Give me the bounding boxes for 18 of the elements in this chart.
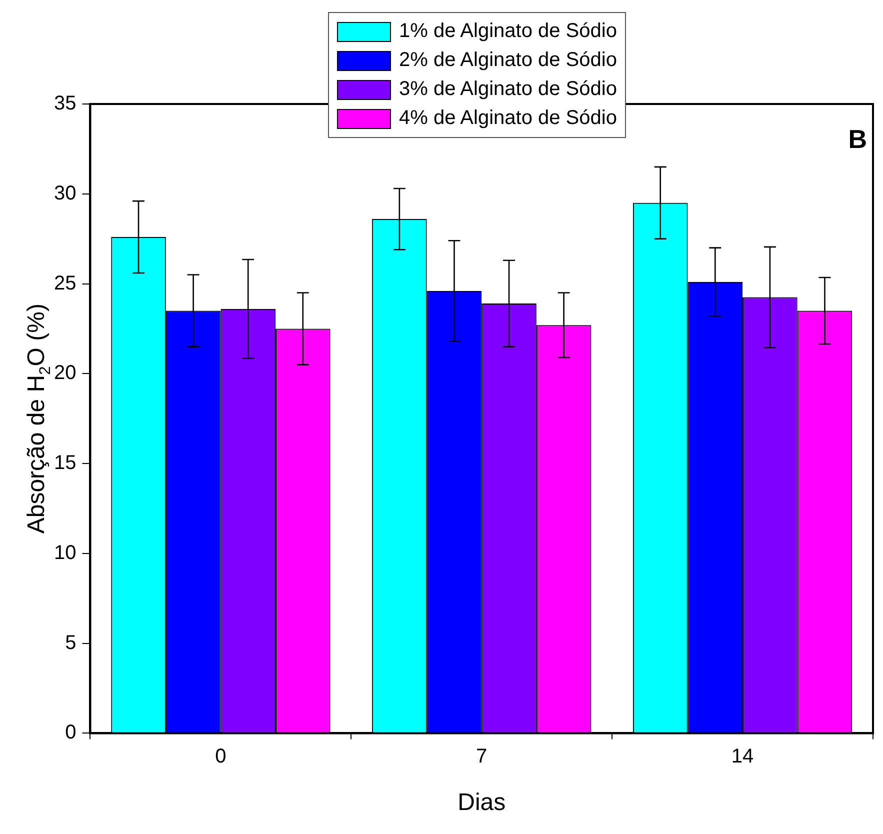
y-tick-label: 10	[54, 542, 76, 564]
y-tick-label: 35	[54, 92, 76, 115]
legend-label: 4% de Alginato de Sódio	[399, 106, 617, 131]
legend-label: 1% de Alginato de Sódio	[399, 19, 617, 44]
y-tick-label: 25	[54, 272, 76, 294]
y-axis-title: Absorção de H2O (%)	[23, 304, 54, 534]
y-tick-label: 0	[65, 722, 76, 744]
x-tick-label: 7	[476, 746, 488, 768]
x-tick-label: 0	[215, 746, 226, 768]
legend-label: 3% de Alginato de Sódio	[399, 77, 617, 102]
y-tick-label: 30	[54, 182, 76, 204]
annotation: B	[848, 124, 867, 154]
x-axis-title: Dias	[458, 789, 506, 816]
legend-label: 2% de Alginato de Sódio	[399, 48, 617, 73]
y-tick-label: 15	[54, 452, 76, 474]
x-tick-label: 14	[731, 746, 754, 768]
y-tick-label: 5	[65, 632, 76, 654]
y-tick-label: 20	[54, 362, 76, 384]
